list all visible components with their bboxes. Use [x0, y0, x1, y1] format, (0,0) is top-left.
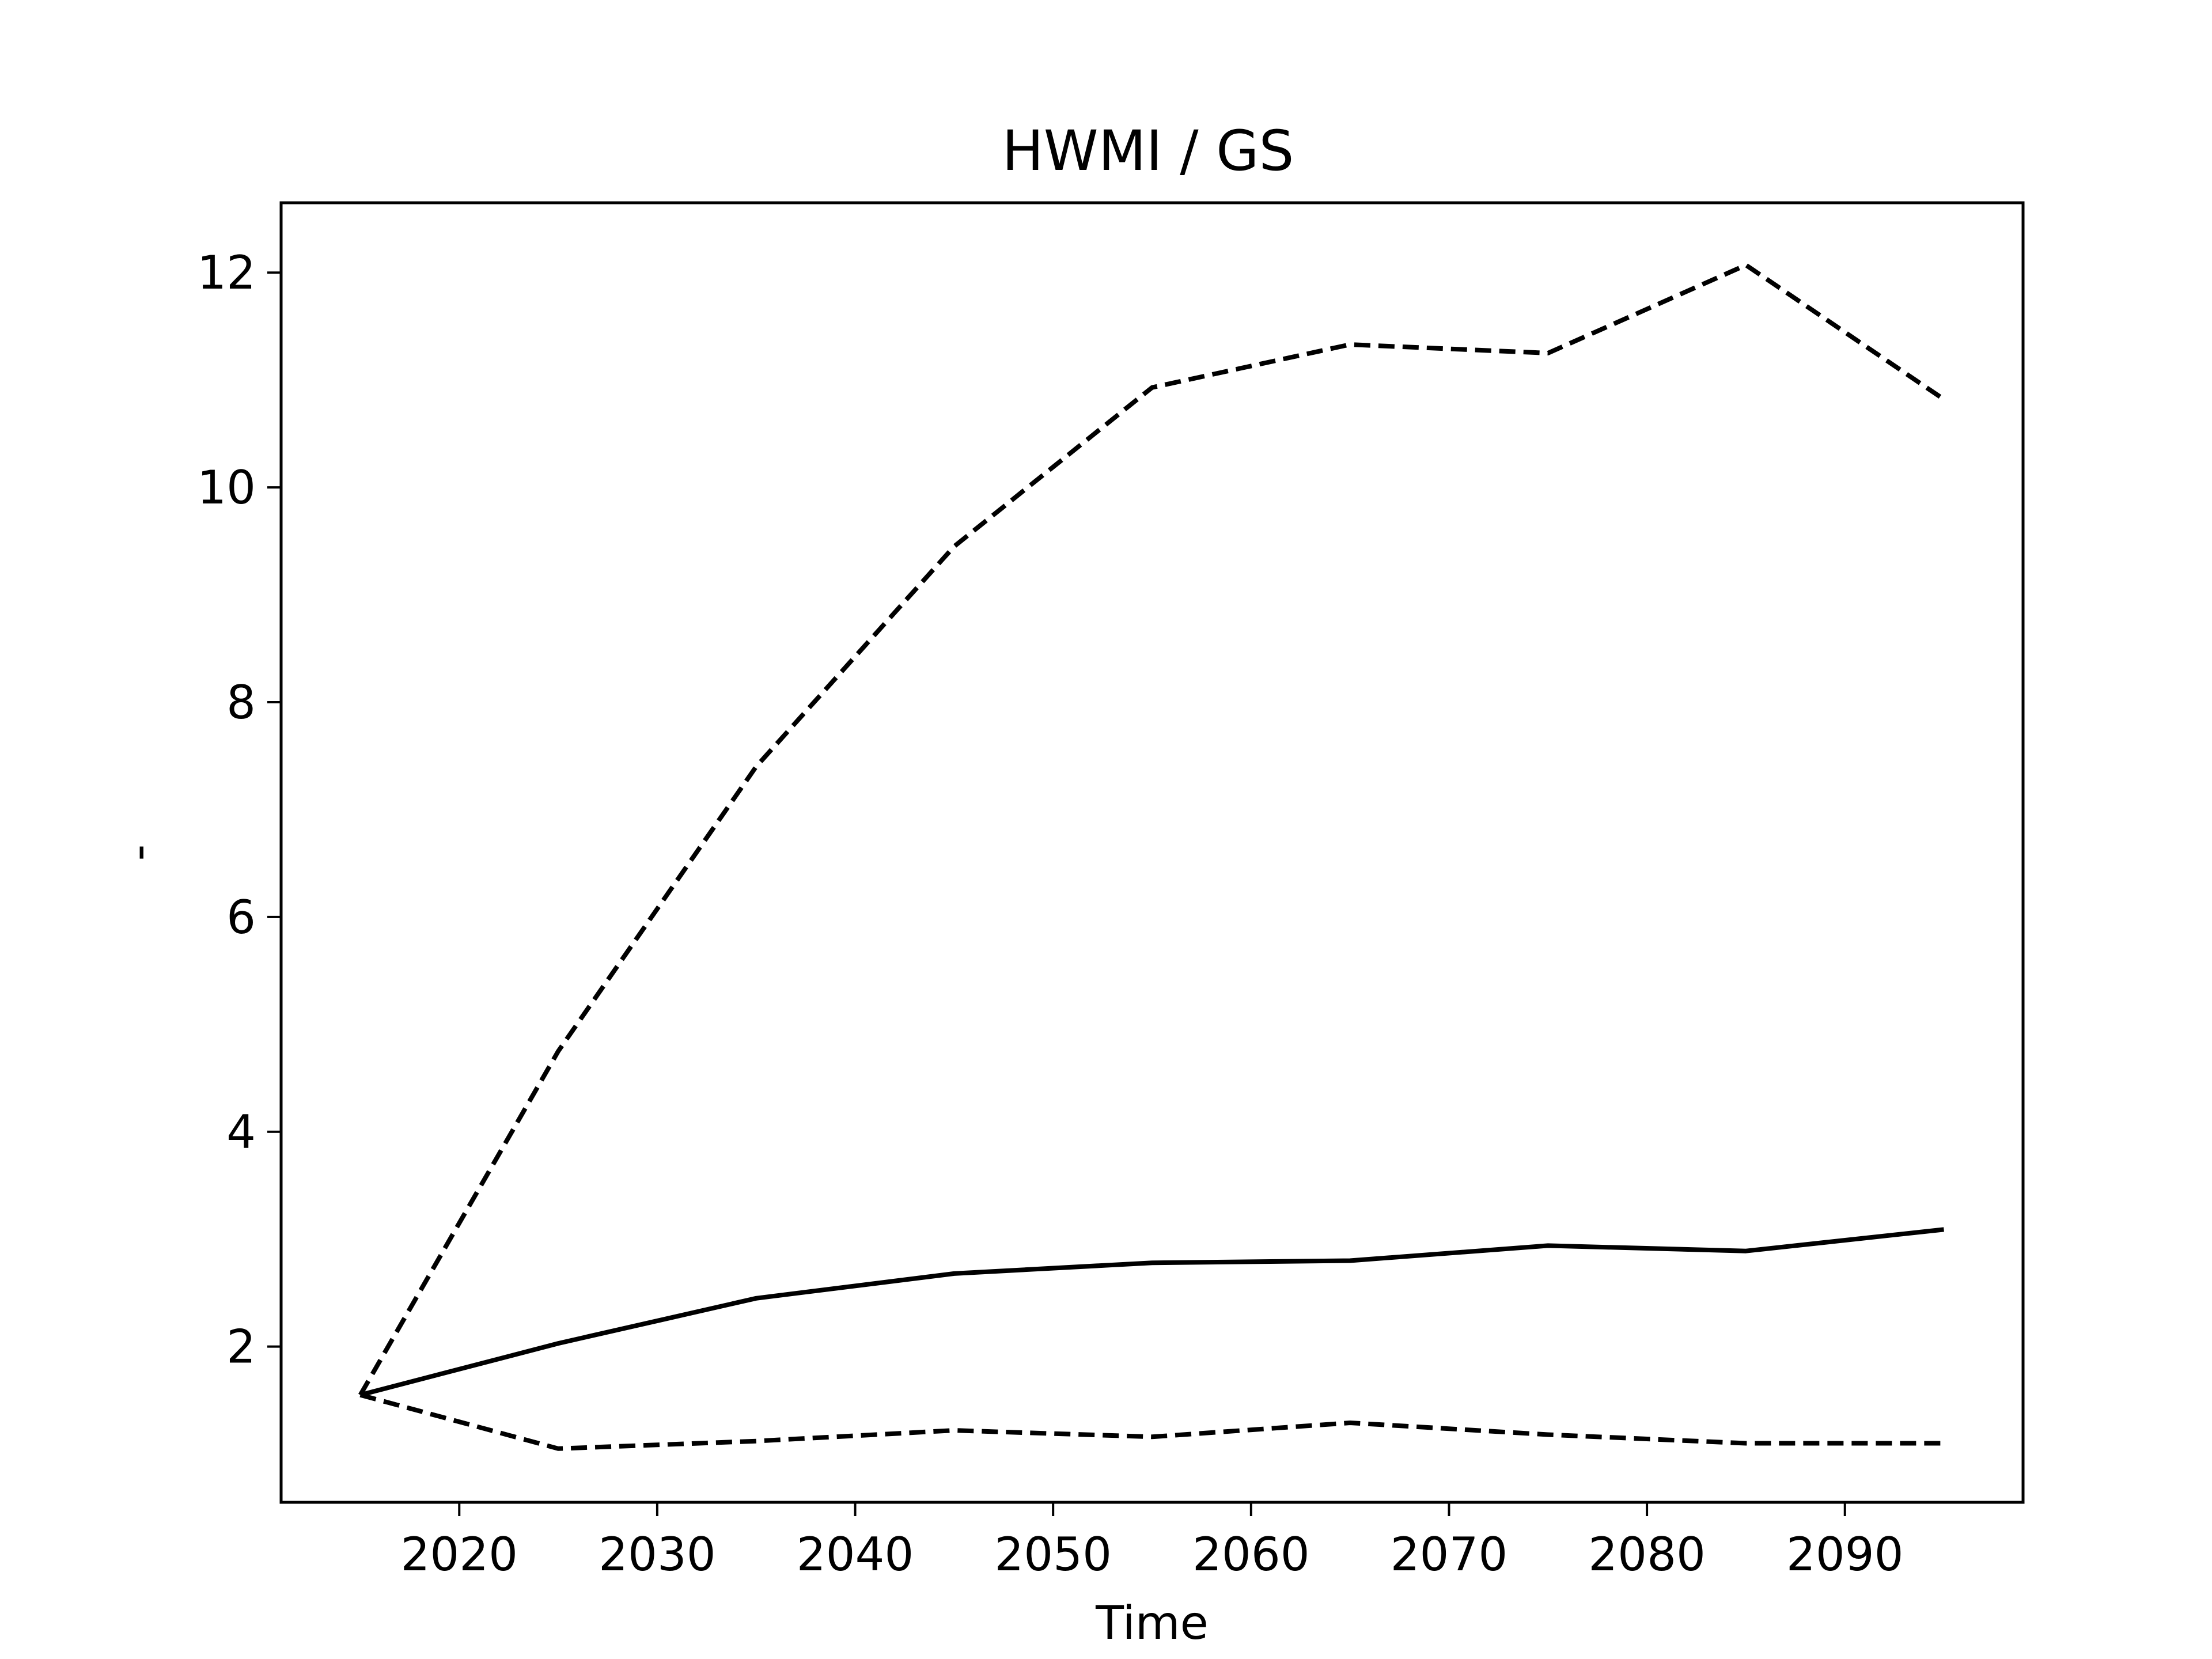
y-tick-label-12: 12 [197, 246, 256, 300]
y-axis-label: - [112, 844, 165, 861]
x-tick-label-2090: 2090 [1786, 1528, 1904, 1581]
upper-bound-series [358, 263, 1945, 1396]
lower-bound-series [359, 1392, 1944, 1451]
x-tick-label-2080: 2080 [1588, 1528, 1706, 1581]
x-tick-label-2060: 2060 [1192, 1528, 1310, 1581]
x-tick-label-2070: 2070 [1391, 1528, 1508, 1581]
y-tick-label-4: 4 [226, 1105, 256, 1159]
x-axis-label: Time [1095, 1596, 1209, 1650]
x-tick-label-2020: 2020 [400, 1528, 518, 1581]
y-tick-label-6: 6 [226, 891, 256, 944]
chart-title: HWMI / GS [1002, 119, 1294, 183]
y-axis: 2 4 6 8 10 12 [197, 246, 281, 1374]
x-axis: 2020 2030 2040 2050 2060 2070 2080 2090 [400, 1502, 1904, 1581]
median-series [359, 1227, 1944, 1397]
x-tick-label-2030: 2030 [599, 1528, 716, 1581]
y-tick-label-8: 8 [226, 676, 256, 729]
y-tick-label-10: 10 [197, 461, 256, 514]
plot-area [279, 201, 2025, 1504]
x-tick-label-2040: 2040 [797, 1528, 914, 1581]
x-tick-label-2050: 2050 [994, 1528, 1112, 1581]
series-group [358, 263, 1945, 1451]
y-tick-label-2: 2 [226, 1320, 256, 1374]
